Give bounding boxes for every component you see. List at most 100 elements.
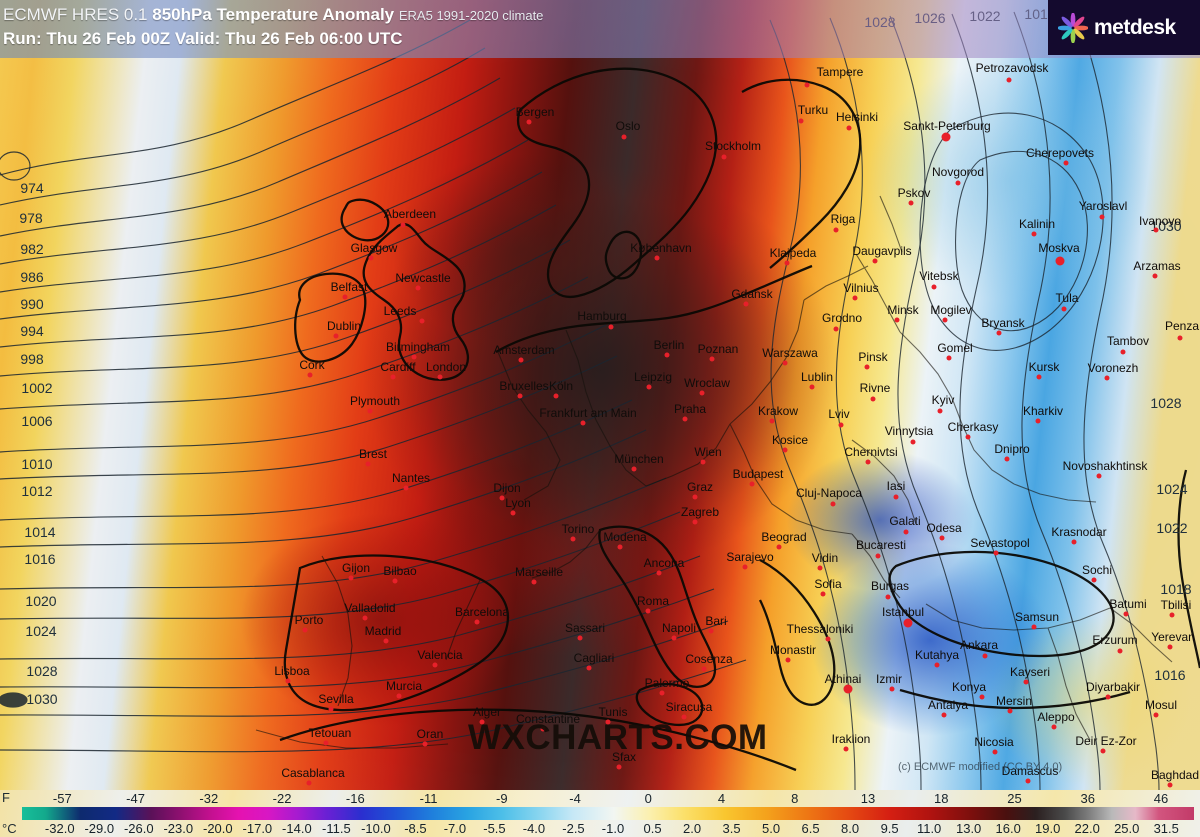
isobar-label: 1018 — [1160, 581, 1192, 597]
legend-tick-celsius: 25.0 — [1114, 821, 1140, 836]
colorbar-gradient[interactable] — [22, 807, 1194, 820]
city-marker-dot — [383, 638, 389, 644]
city-marker-dot — [437, 374, 443, 380]
city-marker-dot — [580, 420, 586, 426]
legend-tick-celsius: 31.5 — [1153, 821, 1179, 836]
city-marker-dot — [390, 374, 396, 380]
legend-tick-celsius: 5.0 — [762, 821, 781, 836]
city-marker-dot — [894, 317, 900, 323]
city-marker-dot — [833, 227, 839, 233]
legend-tick-celsius: 22.0 — [1074, 821, 1100, 836]
legend-tick-celsius: 3.5 — [722, 821, 741, 836]
city-marker-dot — [1023, 679, 1029, 685]
city-marker-dot — [742, 564, 748, 570]
isobar-label: 994 — [20, 323, 44, 339]
city-marker-dot — [743, 301, 749, 307]
city-marker-dot — [608, 324, 614, 330]
city-marker-dot — [392, 578, 398, 584]
city-marker-dot — [419, 318, 425, 324]
city-marker-dot — [825, 636, 831, 642]
city-marker-dot — [526, 119, 532, 125]
legend-tick-celsius: 6.5 — [801, 821, 820, 836]
isobar-label: 1028 — [864, 14, 896, 30]
isobar-label: 982 — [20, 241, 44, 257]
city-marker-dot — [903, 618, 913, 628]
city-marker-dot — [908, 200, 914, 206]
city-marker-dot — [996, 330, 1002, 336]
city-marker-dot — [631, 466, 637, 472]
city-marker-dot — [671, 635, 677, 641]
city-marker-dot — [843, 684, 853, 694]
city-marker-dot — [1031, 231, 1037, 237]
city-marker-dot — [709, 356, 715, 362]
city-marker-dot — [769, 418, 775, 424]
country-borders — [255, 195, 1173, 749]
temperature-anomaly-map[interactable]: 974 978 982 986 990 994 998 1002 1006 1010 1012 101… — [0, 0, 1200, 790]
legend-tick-celsius: -5.5 — [483, 821, 506, 836]
city-marker-dot — [937, 408, 943, 414]
city-marker-dot — [656, 570, 662, 576]
city-marker-dot — [646, 384, 652, 390]
city-marker-dot — [510, 510, 516, 516]
legend-tick-fahrenheit: -9 — [496, 791, 508, 806]
legend-tick-fahrenheit: 25 — [1007, 791, 1022, 806]
city-marker-dot — [616, 764, 622, 770]
city-marker-dot — [570, 536, 576, 542]
city-marker-dot — [518, 357, 524, 363]
city-marker-dot — [1096, 473, 1102, 479]
city-marker-dot — [965, 434, 971, 440]
legend-tick-fahrenheit: -47 — [126, 791, 145, 806]
climatology-note: ERA5 1991-2020 climate — [398, 8, 544, 23]
legend-tick-celsius: 0.5 — [643, 821, 662, 836]
city-marker-dot — [1004, 456, 1010, 462]
city-marker-dot — [1104, 375, 1110, 381]
city-marker-dot — [499, 495, 505, 501]
legend-tick-celsius: 8.0 — [841, 821, 860, 836]
city-marker-dot — [1100, 748, 1106, 754]
city-marker-dot — [362, 615, 368, 621]
city-marker-dot — [885, 594, 891, 600]
legend-tick-celsius: -10.0 — [361, 821, 391, 836]
city-marker-dot — [872, 258, 878, 264]
legend-tick-fahrenheit: 36 — [1080, 791, 1096, 806]
colorbar-legend[interactable]: F -57 -47 -32 -22 -16 -11 -9 -4 0 4 8 13 18 25 36 46 °C… — [0, 790, 1200, 837]
city-marker-dot — [852, 295, 858, 301]
city-marker-dot — [432, 662, 438, 668]
legend-tick-fahrenheit: 13 — [860, 791, 876, 806]
city-marker-dot — [700, 459, 706, 465]
isobar-label: 1022 — [1156, 520, 1188, 536]
city-marker-dot — [785, 657, 791, 663]
city-marker-dot — [1007, 708, 1013, 714]
city-marker-dot — [621, 134, 627, 140]
city-marker-dot — [1117, 648, 1123, 654]
city-marker-dot — [403, 485, 409, 491]
city-marker-dot — [893, 494, 899, 500]
legend-tick-fahrenheit: 18 — [934, 791, 949, 806]
metdesk-logo[interactable]: metdesk — [1048, 0, 1200, 55]
city-marker-dot — [838, 422, 844, 428]
city-marker-dot — [1036, 374, 1042, 380]
legend-tick-celsius: 9.5 — [880, 821, 899, 836]
city-marker-dot — [1063, 160, 1069, 166]
city-marker-dot — [1091, 577, 1097, 583]
legend-tick-fahrenheit: -57 — [52, 791, 72, 806]
city-marker-dot — [1071, 539, 1077, 545]
city-marker-dot — [285, 678, 291, 684]
legend-tick-celsius: -23.0 — [163, 821, 194, 836]
city-marker-dot — [903, 529, 909, 535]
city-marker-dot — [784, 260, 790, 266]
city-marker-dot — [843, 746, 849, 752]
city-marker-dot — [946, 355, 952, 361]
city-marker-dot — [692, 494, 698, 500]
city-marker-dot — [934, 662, 940, 668]
isobar-low-centre — [0, 151, 31, 708]
city-marker-dot — [1167, 644, 1173, 650]
legend-tick-celsius: -8.5 — [404, 821, 427, 836]
isobar-label: 1016 — [24, 551, 56, 567]
isobar-label: 1030 — [26, 691, 58, 707]
city-marker-dot — [1025, 778, 1031, 784]
city-marker-dot — [721, 154, 727, 160]
city-marker-dot — [553, 393, 559, 399]
city-marker-dot — [820, 591, 826, 597]
isobar-label: 986 — [20, 269, 44, 285]
